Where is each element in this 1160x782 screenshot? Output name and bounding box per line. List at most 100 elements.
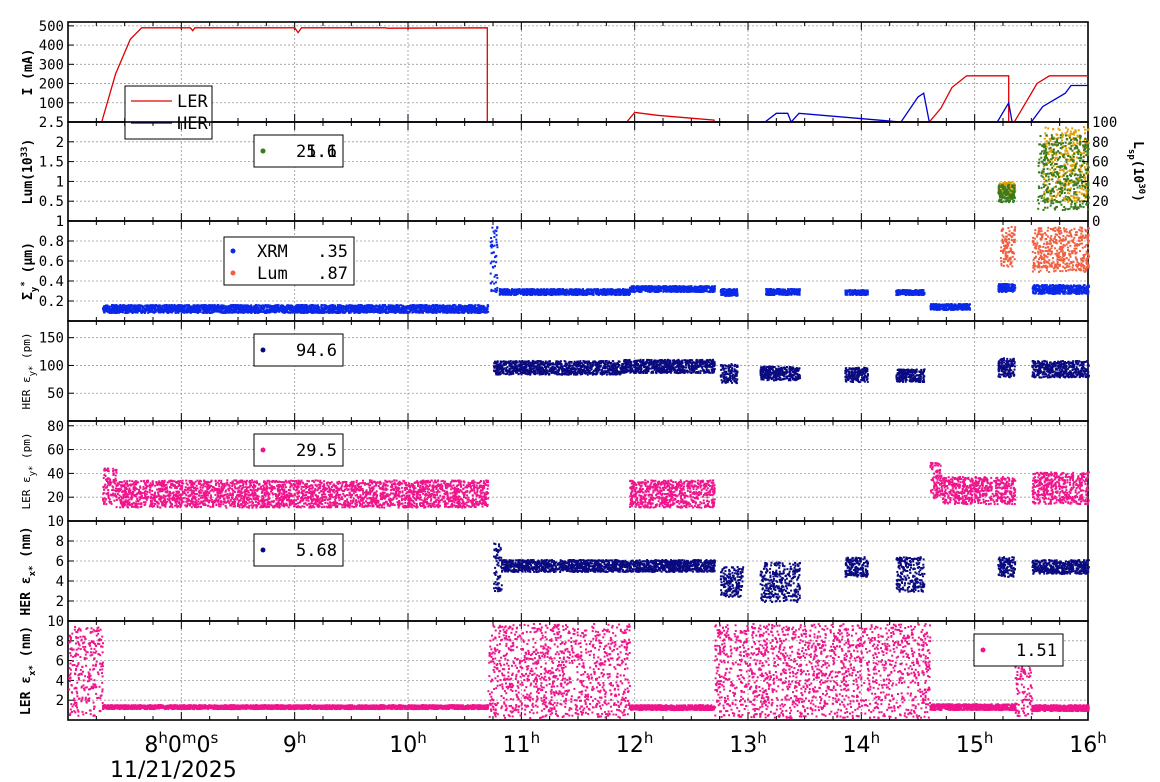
data-point <box>1007 181 1010 184</box>
data-point <box>1081 184 1084 187</box>
data-point <box>1042 209 1045 211</box>
data-point <box>124 308 127 311</box>
data-point <box>1085 141 1088 144</box>
data-point <box>1077 207 1080 210</box>
data-point <box>413 304 416 307</box>
data-point <box>1067 158 1069 161</box>
data-point <box>1054 171 1056 174</box>
data-point <box>1055 163 1058 165</box>
data-point <box>1041 145 1044 148</box>
data-point <box>1000 199 1003 201</box>
data-point <box>1084 179 1087 182</box>
data-point <box>1052 128 1055 130</box>
data-point <box>347 310 350 313</box>
data-point <box>443 305 446 308</box>
data-point <box>1065 198 1068 201</box>
data-point <box>1071 172 1074 175</box>
data-point <box>1085 172 1088 175</box>
data-point <box>1043 149 1046 152</box>
data-point <box>105 307 108 309</box>
data-point <box>1076 193 1079 196</box>
data-point <box>170 304 173 307</box>
data-point <box>338 308 340 311</box>
data-point <box>1087 208 1090 211</box>
data-point <box>177 304 180 307</box>
data-point <box>1067 208 1069 211</box>
data-point <box>1083 149 1085 152</box>
data-point <box>1084 150 1087 153</box>
data-point <box>213 305 216 308</box>
data-point <box>1011 195 1013 198</box>
data-point <box>422 304 425 307</box>
data-point <box>1076 199 1079 202</box>
data-point <box>495 261 498 264</box>
data-point <box>157 307 160 310</box>
data-point <box>1045 198 1048 201</box>
data-point <box>1049 140 1052 143</box>
data-point <box>1048 144 1051 147</box>
data-point <box>1059 166 1062 169</box>
y-axis-label: Lum(1033) <box>20 139 36 205</box>
data-point <box>415 307 418 310</box>
data-point <box>1042 183 1045 186</box>
data-point <box>1051 189 1054 192</box>
data-point <box>242 308 245 311</box>
data-point <box>325 311 328 314</box>
data-point <box>1064 207 1067 210</box>
data-point <box>405 307 408 310</box>
data-point <box>1004 189 1007 192</box>
data-point <box>1051 187 1054 190</box>
data-point <box>289 309 292 312</box>
y-tick-label: 0.4 <box>39 274 64 290</box>
data-point <box>1077 149 1080 152</box>
data-point <box>493 282 496 285</box>
data-point <box>133 304 136 307</box>
data-point <box>1063 206 1066 208</box>
data-point <box>1059 134 1062 137</box>
data-point <box>108 311 111 314</box>
data-point <box>195 309 198 311</box>
data-point <box>492 251 495 254</box>
data-point <box>105 309 108 312</box>
data-point <box>1042 163 1045 165</box>
data-point <box>118 308 121 311</box>
data-point <box>473 307 476 310</box>
data-point <box>173 304 176 307</box>
data-point <box>232 304 235 307</box>
data-point <box>1060 168 1063 171</box>
data-point <box>1044 184 1047 187</box>
data-point <box>1002 200 1005 203</box>
data-point <box>1071 160 1074 163</box>
data-point <box>175 309 178 312</box>
data-point <box>1061 165 1064 168</box>
y2-label-part: (10 <box>1130 160 1145 184</box>
data-point <box>1064 144 1067 147</box>
data-point <box>1067 196 1069 199</box>
data-point <box>1003 190 1006 193</box>
data-point <box>1085 203 1088 206</box>
data-point <box>1054 175 1057 178</box>
data-point <box>496 276 499 279</box>
data-point <box>1043 198 1046 201</box>
data-point <box>1063 145 1066 148</box>
data-point <box>1061 139 1063 142</box>
y-label-main: I (mA) <box>21 49 36 96</box>
data-point <box>467 305 469 308</box>
data-point <box>1044 149 1047 152</box>
data-point <box>1067 128 1070 131</box>
data-point <box>1071 127 1074 130</box>
data-point <box>1073 152 1076 155</box>
data-point <box>1068 142 1071 145</box>
data-point <box>303 310 306 313</box>
data-point <box>400 309 403 312</box>
data-point <box>1079 170 1082 173</box>
data-point <box>1012 191 1015 194</box>
data-point <box>164 307 167 310</box>
data-point <box>333 310 336 313</box>
data-point <box>299 309 302 312</box>
data-point <box>1078 200 1081 203</box>
data-point <box>457 310 459 313</box>
data-point <box>1055 200 1058 203</box>
data-point <box>121 308 124 311</box>
